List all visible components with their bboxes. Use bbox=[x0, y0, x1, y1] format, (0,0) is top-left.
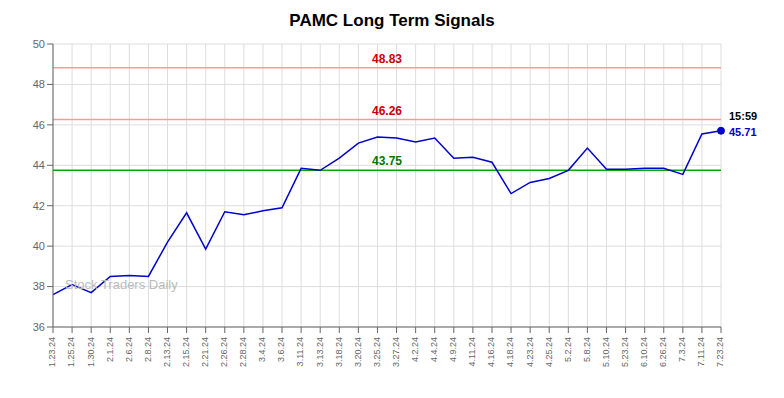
svg-text:48.83: 48.83 bbox=[372, 52, 402, 66]
svg-text:3.20.24: 3.20.24 bbox=[353, 337, 363, 367]
svg-text:40: 40 bbox=[33, 240, 45, 252]
svg-text:38: 38 bbox=[33, 280, 45, 292]
svg-text:4.23.24: 4.23.24 bbox=[525, 337, 535, 367]
svg-text:4.25.24: 4.25.24 bbox=[544, 337, 554, 367]
svg-text:7.23.24: 7.23.24 bbox=[715, 337, 725, 367]
svg-text:4.9.24: 4.9.24 bbox=[448, 337, 458, 362]
html-text:Stock Traders Daily: Stock Traders Daily bbox=[65, 277, 178, 292]
svg-text:4.4.24: 4.4.24 bbox=[429, 337, 439, 362]
svg-text:2.6.24: 2.6.24 bbox=[124, 337, 134, 362]
svg-text:3.6.24: 3.6.24 bbox=[276, 337, 286, 362]
svg-text:4.18.24: 4.18.24 bbox=[505, 337, 515, 367]
svg-text:50: 50 bbox=[33, 38, 45, 50]
svg-text:5.23.24: 5.23.24 bbox=[620, 337, 630, 367]
svg-text:2.21.24: 2.21.24 bbox=[200, 337, 210, 367]
svg-text:5.10.24: 5.10.24 bbox=[601, 337, 611, 367]
svg-text:3.13.24: 3.13.24 bbox=[315, 337, 325, 367]
svg-text:5.8.24: 5.8.24 bbox=[582, 337, 592, 362]
svg-text:46.26: 46.26 bbox=[372, 104, 402, 118]
svg-text:2.8.24: 2.8.24 bbox=[143, 337, 153, 362]
svg-text:3.25.24: 3.25.24 bbox=[372, 337, 382, 367]
svg-text:2.15.24: 2.15.24 bbox=[181, 337, 191, 367]
svg-text:15:59: 15:59 bbox=[729, 110, 757, 122]
svg-text:36: 36 bbox=[33, 321, 45, 333]
svg-text:2.26.24: 2.26.24 bbox=[219, 337, 229, 367]
svg-text:45.71: 45.71 bbox=[729, 126, 757, 138]
html-text:PAMC Long Term Signals: PAMC Long Term Signals bbox=[289, 11, 495, 30]
svg-text:3.11.24: 3.11.24 bbox=[296, 337, 306, 366]
svg-text:5.2.24: 5.2.24 bbox=[563, 337, 573, 362]
svg-text:6.26.24: 6.26.24 bbox=[658, 337, 668, 367]
svg-text:4.16.24: 4.16.24 bbox=[486, 337, 496, 367]
svg-text:1.30.24: 1.30.24 bbox=[86, 337, 96, 367]
svg-text:1.23.24: 1.23.24 bbox=[47, 337, 57, 367]
svg-text:4.11.24: 4.11.24 bbox=[467, 337, 477, 366]
svg-text:43.75: 43.75 bbox=[372, 154, 402, 168]
svg-text:2.28.24: 2.28.24 bbox=[238, 337, 248, 367]
svg-text:6.10.24: 6.10.24 bbox=[639, 337, 649, 367]
svg-text:2.1.24: 2.1.24 bbox=[105, 337, 115, 362]
svg-text:3.4.24: 3.4.24 bbox=[257, 337, 267, 362]
svg-text:2.13.24: 2.13.24 bbox=[162, 337, 172, 367]
svg-text:3.18.24: 3.18.24 bbox=[334, 337, 344, 367]
svg-text:44: 44 bbox=[33, 159, 45, 171]
svg-text:4.2.24: 4.2.24 bbox=[410, 337, 420, 362]
svg-text:7.11.24: 7.11.24 bbox=[696, 337, 706, 366]
svg-text:3.27.24: 3.27.24 bbox=[391, 337, 401, 367]
svg-text:46: 46 bbox=[33, 119, 45, 131]
svg-text:1.25.24: 1.25.24 bbox=[66, 337, 76, 367]
svg-text:48: 48 bbox=[33, 78, 45, 90]
svg-text:42: 42 bbox=[33, 200, 45, 212]
svg-text:7.3.24: 7.3.24 bbox=[677, 337, 687, 362]
